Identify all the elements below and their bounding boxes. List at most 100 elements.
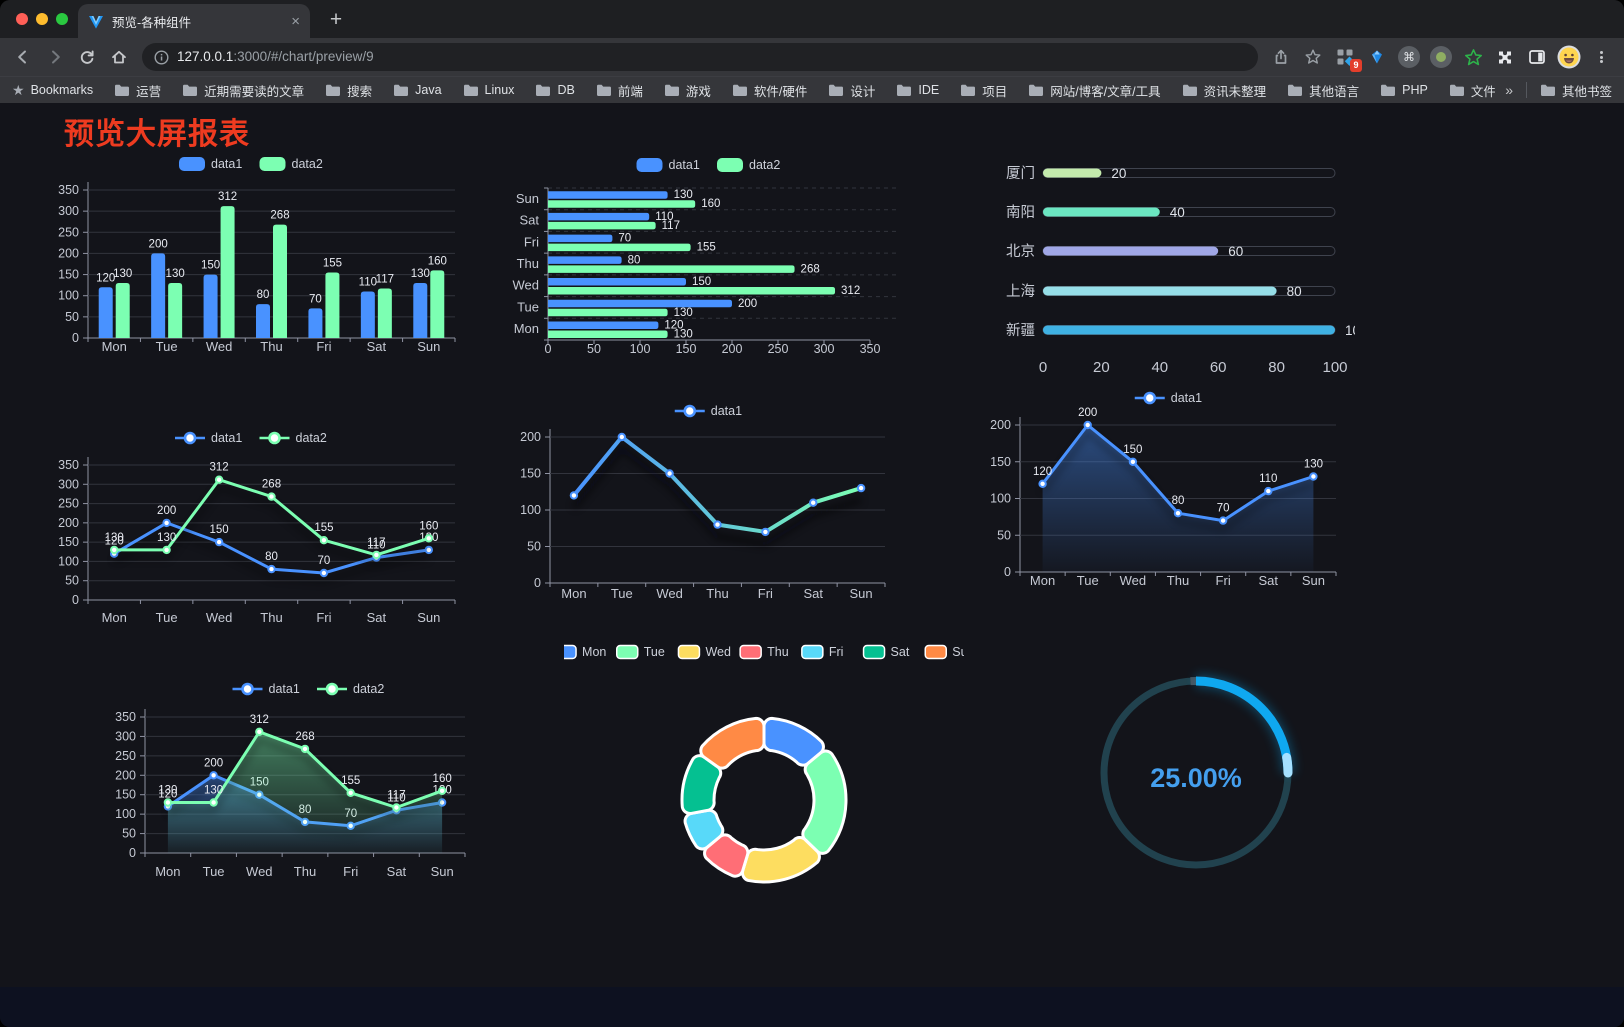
bookmark-folder[interactable]: 网站/博客/文章/工具	[1028, 81, 1161, 100]
svg-text:0: 0	[1004, 565, 1011, 579]
svg-text:110: 110	[387, 792, 405, 804]
tab-close-icon[interactable]: ×	[291, 12, 300, 30]
bookmarks-overflow-chevron[interactable]: »	[1505, 82, 1513, 98]
svg-text:130: 130	[674, 328, 693, 340]
svg-text:117: 117	[376, 274, 394, 286]
line-chart-two-series[interactable]: 0 50 100 150 200 250 300 350 Mon Tue Wed Thu Fri Sat S…	[45, 423, 460, 635]
forward-button[interactable]	[40, 42, 70, 72]
bookmark-folder[interactable]: 资讯未整理	[1182, 81, 1266, 100]
svg-text:Thu: Thu	[517, 256, 539, 271]
svg-text:北京: 北京	[1006, 243, 1035, 260]
bookmark-folder[interactable]: 前端	[596, 81, 643, 100]
svg-text:25.00%: 25.00%	[1150, 763, 1242, 793]
bookmark-folder[interactable]: Linux	[463, 83, 514, 97]
bookmark-folder[interactable]: 软件/硬件	[732, 81, 807, 100]
svg-text:130: 130	[105, 532, 124, 544]
share-button[interactable]	[1266, 42, 1296, 72]
svg-text:312: 312	[209, 462, 228, 474]
folder-icon	[536, 84, 551, 96]
bookmark-folder[interactable]: 其他语言	[1287, 81, 1359, 100]
area-chart-single[interactable]: 0 50 100 150 200 Mon Tue Wed Thu Fri Sat Sun 120 200 1…	[985, 388, 1355, 594]
folder-icon	[961, 84, 976, 96]
bookmark-folder[interactable]: 设计	[828, 81, 875, 100]
bookmark-folder[interactable]: 运营	[114, 81, 161, 100]
svg-text:120: 120	[96, 272, 115, 284]
bookmark-folder[interactable]: IDE	[896, 83, 939, 97]
bookmark-folder[interactable]: 文件服务器	[1449, 81, 1495, 100]
svg-text:Wed: Wed	[705, 645, 731, 659]
bookmark-folder[interactable]: 游戏	[664, 81, 711, 100]
page-title: 预览大屏报表	[64, 118, 250, 151]
bookmarks-manager-item[interactable]: ★ Bookmarks	[12, 83, 93, 97]
svg-text:200: 200	[149, 238, 168, 250]
extension-command-icon[interactable]: ⌘	[1394, 42, 1424, 72]
svg-text:Wed: Wed	[656, 586, 683, 601]
svg-text:200: 200	[520, 430, 541, 444]
home-button[interactable]	[104, 42, 134, 72]
bookmark-folder[interactable]: Java	[393, 83, 442, 97]
svg-text:0: 0	[545, 342, 552, 356]
progress-bar-chart[interactable]: 厦门 20 南阳 40 北京 60 上海 80 新疆 100 0 20 40 60 80 100	[985, 150, 1368, 385]
gradient-line-chart[interactable]: 0 50 100 150 200 Mon Tue Wed Thu Fri Sat Sun data1	[500, 395, 920, 605]
browser-tab[interactable]: 预览-各种组件 ×	[78, 4, 310, 38]
svg-text:300: 300	[58, 477, 79, 491]
extension-grid-icon[interactable]: 9	[1330, 42, 1362, 72]
folder-icon	[596, 84, 611, 96]
svg-text:200: 200	[115, 768, 136, 782]
side-panel-button[interactable]	[1522, 42, 1552, 72]
donut-chart[interactable]: Mon Tue Wed Thu Fri Sat Sun	[554, 636, 975, 894]
profile-avatar[interactable]	[1554, 42, 1584, 72]
svg-text:350: 350	[58, 183, 79, 197]
bookmarks-divider	[1525, 82, 1527, 98]
extension-star-icon[interactable]	[1458, 42, 1488, 72]
url-path: :3000/#/chart/preview/9	[233, 49, 374, 64]
svg-text:40: 40	[1151, 359, 1168, 376]
back-button[interactable]	[8, 42, 38, 72]
svg-text:312: 312	[841, 285, 860, 297]
svg-text:data2: data2	[353, 682, 384, 696]
extension-record-icon[interactable]	[1426, 42, 1456, 72]
page-bottom-band	[0, 987, 1624, 1027]
menu-button[interactable]	[1586, 42, 1616, 72]
folder-icon	[732, 84, 747, 96]
bookmark-folder[interactable]: 近期需要读的文章	[182, 81, 304, 100]
other-bookmarks-folder[interactable]: 其他书签	[1540, 81, 1612, 100]
bookmark-folder[interactable]: DB	[535, 83, 575, 97]
svg-text:0: 0	[72, 593, 79, 607]
window-zoom-button[interactable]	[56, 13, 68, 25]
svg-text:Thu: Thu	[767, 645, 789, 659]
svg-text:312: 312	[218, 191, 237, 203]
svg-text:160: 160	[428, 255, 447, 267]
bookmark-folder[interactable]: 项目	[960, 81, 1007, 100]
area-chart-two-series[interactable]: 0 50 100 150 200 250 300 350 Mon Tue Wed Thu Fri Sat S…	[100, 672, 520, 885]
folder-icon	[1449, 84, 1464, 96]
site-info-icon[interactable]	[154, 49, 169, 65]
bar-chart[interactable]: 0 50 100 150 200 250 300 350 Mon Tue Wed Thu Fri Sat S…	[45, 145, 460, 360]
gauge-chart[interactable]: 25.00%	[1086, 663, 1306, 883]
window-controls	[16, 13, 68, 25]
bookmark-folder[interactable]: PHP	[1380, 83, 1428, 97]
svg-text:Sun: Sun	[417, 610, 440, 625]
svg-text:60: 60	[1210, 359, 1227, 376]
svg-text:Tue: Tue	[517, 299, 539, 314]
folder-icon	[1182, 84, 1197, 96]
extension-gem-icon[interactable]	[1362, 42, 1392, 72]
svg-text:Wed: Wed	[513, 278, 540, 293]
horizontal-bar-chart[interactable]: Sun Sat Fri Thu Wed Tue Mon 0 50 100 150 200 250 300 3…	[500, 148, 920, 363]
svg-text:100: 100	[1322, 359, 1347, 376]
url-bar[interactable]: 127.0.0.1:3000/#/chart/preview/9	[142, 43, 1258, 71]
bookmark-star-button[interactable]	[1298, 42, 1328, 72]
svg-text:Sat: Sat	[803, 586, 823, 601]
svg-text:130: 130	[204, 784, 223, 796]
window-close-button[interactable]	[16, 13, 28, 25]
new-tab-button[interactable]: +	[329, 8, 343, 31]
svg-text:0: 0	[534, 576, 541, 590]
svg-text:data1: data1	[269, 682, 300, 696]
svg-text:130: 130	[674, 307, 693, 319]
tab-favicon	[88, 13, 104, 29]
extensions-puzzle-button[interactable]	[1490, 42, 1520, 72]
reload-button[interactable]	[72, 42, 102, 72]
bookmark-folder[interactable]: 搜索	[325, 81, 372, 100]
window-minimize-button[interactable]	[36, 13, 48, 25]
tab-title: 预览-各种组件	[112, 15, 192, 30]
